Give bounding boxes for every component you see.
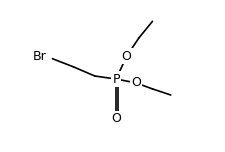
Text: O: O — [121, 50, 131, 63]
Text: P: P — [112, 73, 119, 86]
Text: Br: Br — [32, 50, 46, 63]
Text: O: O — [111, 112, 120, 125]
Text: O: O — [130, 76, 140, 89]
